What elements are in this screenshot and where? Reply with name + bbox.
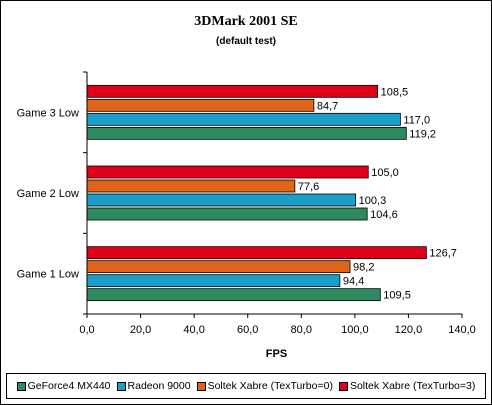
data-label: 104,6 [370, 209, 398, 221]
x-tick-label: 40,0 [183, 324, 204, 336]
data-label: 126,7 [429, 248, 457, 260]
data-label: 109,5 [383, 290, 411, 302]
bar [86, 288, 381, 302]
legend-swatch [16, 381, 26, 391]
x-tick-label: 100,0 [341, 324, 369, 336]
bar [86, 126, 407, 140]
bar [86, 207, 368, 221]
legend-swatch [338, 381, 348, 391]
data-label: 117,0 [403, 114, 430, 126]
x-tick-label: 0,0 [79, 324, 94, 336]
legend-label: Radeon 9000 [127, 380, 191, 392]
data-label: 105,0 [371, 167, 399, 179]
x-tick-label: 140,0 [448, 324, 476, 336]
chart-title: 3DMark 2001 SE [194, 14, 298, 29]
legend-swatch [196, 381, 206, 391]
x-tick-label: 60,0 [237, 324, 258, 336]
bar [86, 84, 379, 98]
x-tick-label: 80,0 [291, 324, 312, 336]
legend-swatch [116, 381, 126, 391]
data-label: 84,7 [317, 100, 338, 112]
x-axis-title: FPS [266, 348, 287, 360]
legend-item: GeForce4 MX440 [16, 380, 111, 392]
chart-legend: GeForce4 MX440 Radeon 9000 Soltek Xabre (T… [6, 373, 486, 399]
category-label: Game 3 Low [17, 107, 79, 119]
data-label: 100,3 [359, 195, 387, 207]
bar [86, 260, 351, 274]
legend-label: GeForce4 MX440 [27, 380, 111, 392]
bar [86, 98, 315, 112]
data-label: 77,6 [298, 181, 319, 193]
data-label: 94,4 [343, 276, 364, 288]
bar [86, 246, 427, 260]
data-label: 119,2 [409, 128, 436, 140]
bar [86, 193, 357, 207]
data-label: 98,2 [353, 262, 374, 274]
chart-subtitle: (default test) [216, 36, 276, 47]
category-label: Game 1 Low [17, 269, 79, 281]
bar [86, 274, 341, 288]
bar [86, 165, 369, 179]
x-tick-label: 20,0 [130, 324, 151, 336]
data-label: 108,5 [381, 86, 409, 98]
x-tick-label: 120,0 [395, 324, 423, 336]
legend-label: Soltek Xabre (TexTurbo=0) [207, 380, 333, 392]
legend-item: Soltek Xabre (TexTurbo=3) [338, 380, 476, 392]
legend-item: Radeon 9000 [116, 380, 191, 392]
legend-item: Soltek Xabre (TexTurbo=0) [196, 380, 333, 392]
bar [86, 112, 401, 126]
category-label: Game 2 Low [17, 188, 79, 200]
bar [86, 179, 296, 193]
legend-label: Soltek Xabre (TexTurbo=3) [349, 380, 476, 392]
